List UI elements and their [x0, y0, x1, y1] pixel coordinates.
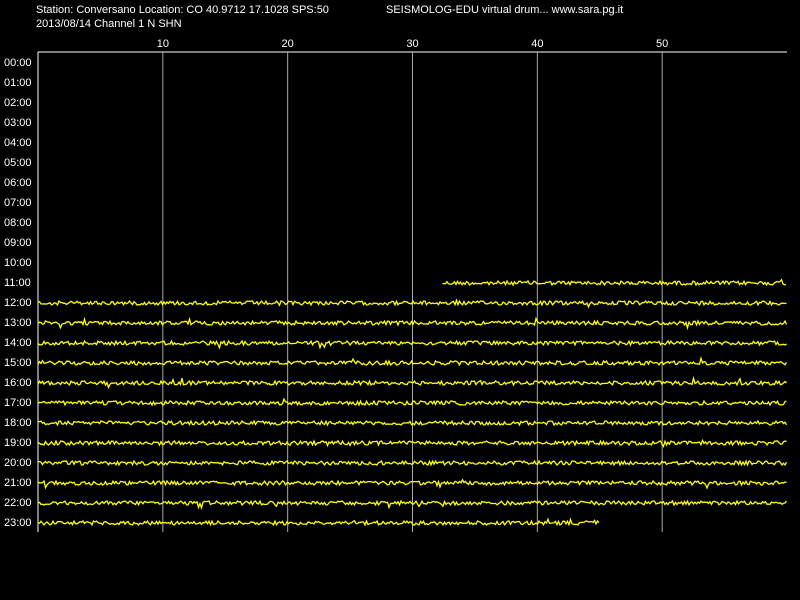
hour-label: 23:00 [4, 517, 32, 529]
hour-label: 10:00 [4, 257, 32, 269]
trace [37, 339, 787, 350]
trace [442, 278, 787, 287]
trace [37, 499, 788, 510]
date-channel: 2013/08/14 Channel 1 N SHN [36, 18, 182, 30]
x-tick-label: 10 [157, 38, 169, 50]
trace [37, 397, 787, 407]
hour-label: 06:00 [4, 177, 32, 189]
trace [37, 419, 788, 427]
x-tick-label: 20 [282, 38, 294, 50]
hour-label: 16:00 [4, 377, 32, 389]
hour-label: 04:00 [4, 137, 32, 149]
hour-label: 05:00 [4, 157, 32, 169]
hour-label: 15:00 [4, 357, 32, 369]
hour-label: 11:00 [4, 277, 31, 289]
hour-label: 14:00 [4, 337, 32, 349]
hour-label: 12:00 [4, 297, 32, 309]
hour-label: 17:00 [4, 397, 32, 409]
trace [37, 438, 787, 449]
hour-label: 08:00 [4, 217, 32, 229]
trace [37, 459, 788, 467]
hour-label: 20:00 [4, 457, 32, 469]
hour-label: 03:00 [4, 117, 32, 129]
hour-label: 13:00 [4, 317, 32, 329]
trace [37, 298, 787, 309]
trace [37, 517, 600, 527]
hour-label: 18:00 [4, 417, 32, 429]
hour-label: 22:00 [4, 497, 32, 509]
trace [37, 375, 787, 390]
program-info: SEISMOLOG-EDU virtual drum... www.sara.p… [386, 4, 623, 16]
trace [37, 478, 787, 490]
hour-label: 19:00 [4, 437, 32, 449]
hour-label: 02:00 [4, 97, 32, 109]
x-tick-label: 40 [531, 38, 543, 50]
hour-label: 21:00 [4, 477, 32, 489]
trace [37, 355, 788, 367]
x-tick-label: 50 [656, 38, 668, 50]
hour-label: 09:00 [4, 237, 32, 249]
hour-label: 00:00 [4, 57, 32, 69]
x-tick-label: 30 [406, 38, 418, 50]
station-info: Station: Conversano Location: CO 40.9712… [36, 4, 329, 16]
trace [37, 316, 788, 331]
hour-label: 07:00 [4, 197, 32, 209]
hour-label: 01:00 [4, 77, 32, 89]
